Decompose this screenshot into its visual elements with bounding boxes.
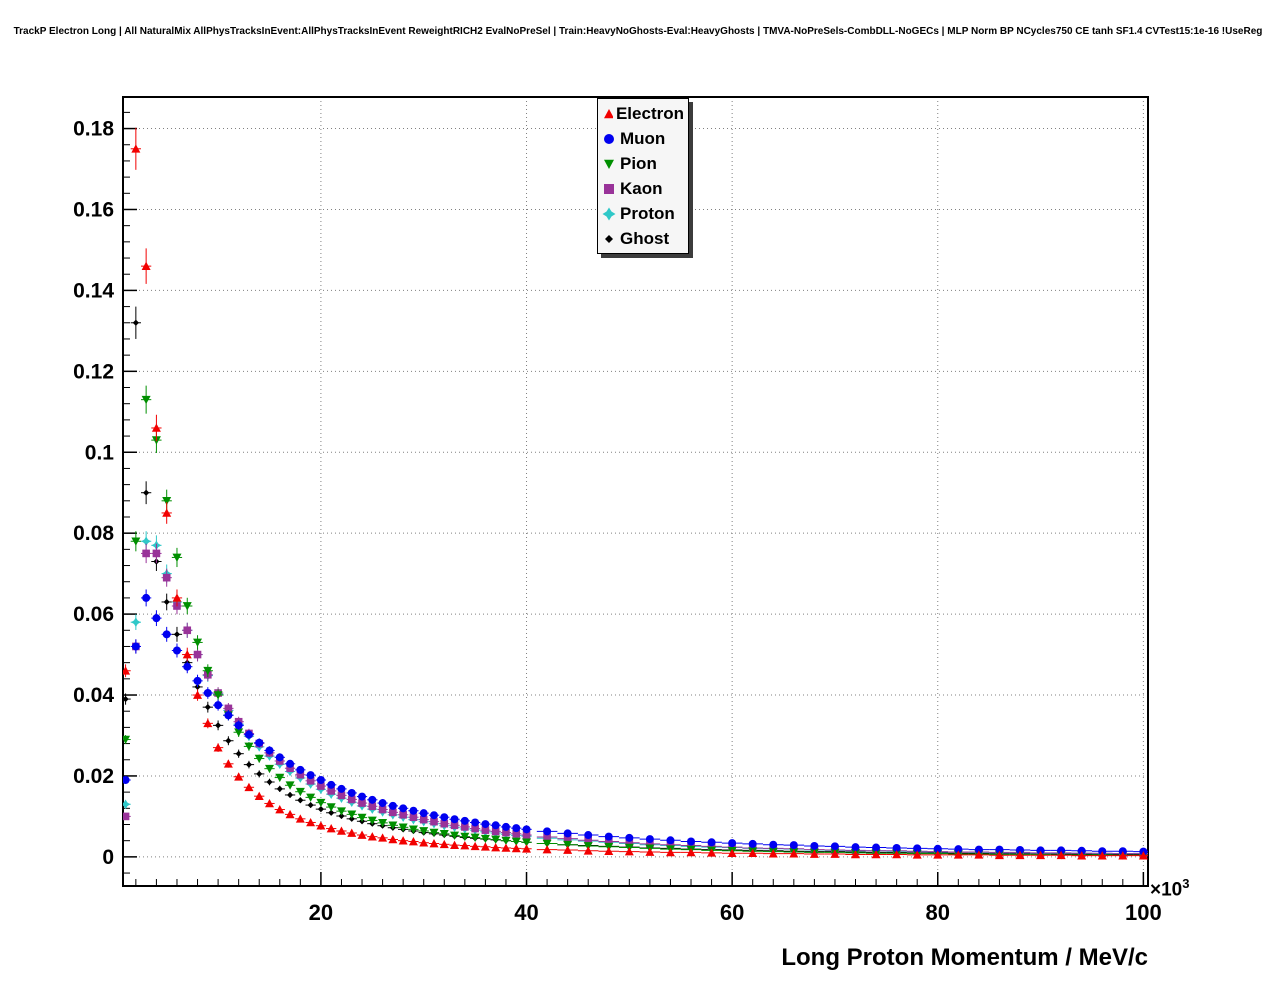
- series-muon: [123, 589, 1148, 856]
- legend-label: Proton: [620, 204, 675, 223]
- series-ghost: [123, 306, 1148, 858]
- exponent-power: 3: [1182, 876, 1190, 891]
- x-tick-label: 60: [720, 900, 744, 925]
- x-tick-label: 20: [309, 900, 333, 925]
- plot-frame: [122, 96, 1149, 887]
- proton-marker-icon: [602, 207, 616, 220]
- legend-item-ghost: Ghost: [601, 226, 684, 251]
- legend-item-pion: Pion: [601, 151, 684, 176]
- legend-label: Pion: [620, 154, 657, 173]
- kaon-marker-icon: [604, 183, 614, 194]
- exponent-base: ×10: [1150, 879, 1183, 901]
- x-axis-exponent: ×103: [1150, 876, 1189, 901]
- legend-label: Electron: [615, 104, 684, 123]
- y-tick-label: 0.12: [73, 360, 114, 383]
- y-tick-label: 0: [102, 846, 114, 869]
- axis-ticks: [123, 127, 1145, 886]
- y-tick-label: 0.18: [73, 118, 114, 141]
- y-tick-label: 0.02: [73, 765, 114, 788]
- legend-label: Muon: [620, 129, 666, 148]
- y-tick-label: 0.06: [73, 603, 114, 626]
- legend-label: Kaon: [620, 179, 663, 198]
- muon-marker-icon: [604, 133, 614, 144]
- y-tick-label: 0.04: [73, 684, 114, 707]
- x-tick-label: 100: [1125, 900, 1162, 925]
- legend-item-kaon: Kaon: [601, 176, 684, 201]
- series-kaon: [123, 543, 1148, 858]
- legend: Electron Muon Pion Kaon Proton Ghost: [597, 98, 689, 254]
- series-layer: [123, 127, 1148, 860]
- legend-item-proton: Proton: [601, 201, 684, 226]
- x-axis-title: Long Proton Momentum / MeV/c: [781, 944, 1148, 971]
- y-tick-label: 0.16: [73, 198, 114, 221]
- chart-title: TrackP Electron Long | All NaturalMix Al…: [13, 26, 1263, 37]
- ghost-marker-icon: [605, 234, 613, 243]
- axis-minor-ticks: [123, 111, 1124, 886]
- legend-label: Ghost: [620, 229, 670, 248]
- electron-marker-icon: [604, 108, 613, 118]
- legend-item-muon: Muon: [601, 126, 684, 151]
- y-tick-label: 0.14: [73, 279, 114, 302]
- y-tick-label: 0.08: [73, 522, 114, 545]
- pion-marker-icon: [604, 159, 614, 169]
- x-tick-label: 80: [926, 900, 950, 925]
- x-tick-label: 40: [514, 900, 538, 925]
- series-electron: [123, 127, 1148, 860]
- legend-item-electron: Electron: [601, 101, 684, 126]
- y-tick-label: 0.1: [85, 441, 115, 464]
